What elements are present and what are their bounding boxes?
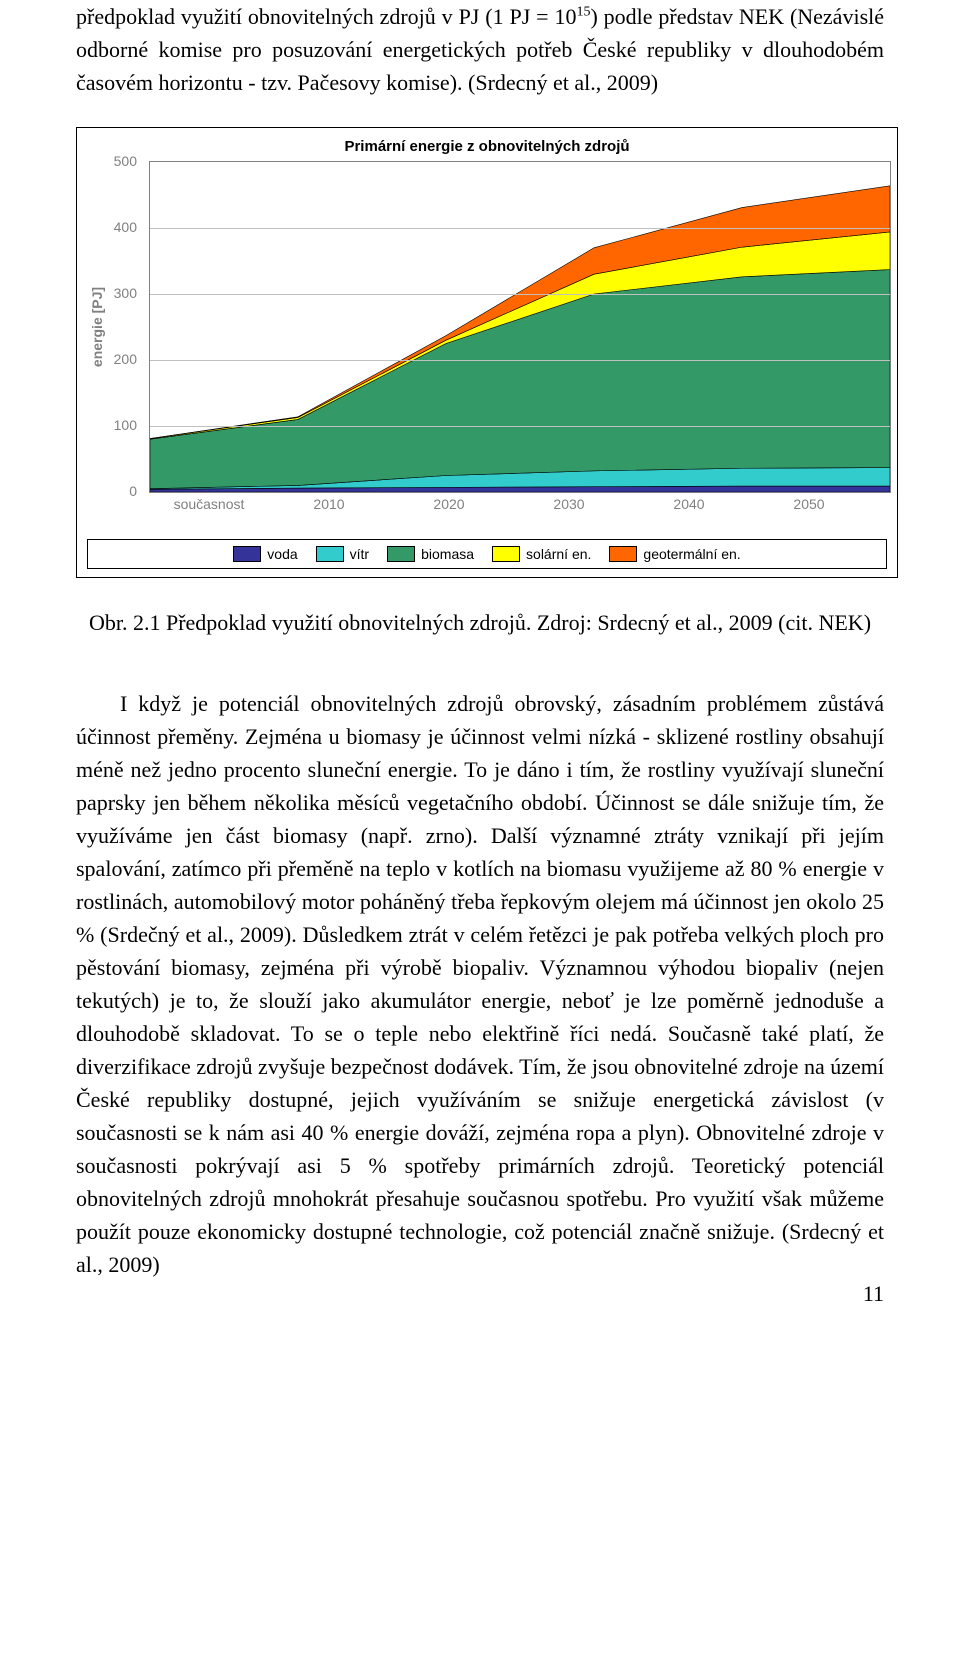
grid-line [150,360,890,361]
legend-swatch [609,546,637,562]
legend-item: voda [233,546,297,562]
xtick-label: 2050 [749,493,869,511]
ytick-label: 200 [114,352,143,366]
chart-yticks: 0100200300400500 [111,161,149,491]
legend-label: voda [267,546,297,562]
xtick-label: 2020 [389,493,509,511]
chart-svg [150,162,890,492]
ytick-label: 400 [114,220,143,234]
legend-label: vítr [350,546,369,562]
chart-legend: voda vítr biomasa solární en. geotermální en… [87,539,887,569]
body-paragraph: I když je potenciál obnovitelných zdrojů… [76,687,884,1281]
chart-title: Primární energie z obnovitelných zdrojů [83,138,891,155]
grid-line [150,426,890,427]
legend-label: geotermální en. [643,546,740,562]
xtick-label: současnost [149,493,269,511]
grid-line [150,294,890,295]
legend-label: biomasa [421,546,474,562]
grid-line [150,228,890,229]
intro-sup: 15 [576,5,590,20]
ytick-label: 300 [114,286,143,300]
page-footer: 11 [76,1281,884,1311]
legend-label: solární en. [526,546,591,562]
figure-caption: Obr. 2.1 Předpoklad využití obnovitelnýc… [76,606,884,639]
ytick-label: 100 [114,418,143,432]
page-number: 11 [863,1281,884,1307]
legend-item: geotermální en. [609,546,740,562]
chart-ylabel: energie [PJ] [89,287,105,367]
xtick-label: 2040 [629,493,749,511]
body-text: I když je potenciál obnovitelných zdrojů… [76,691,884,1277]
xtick-label: 2030 [509,493,629,511]
legend-swatch [316,546,344,562]
chart-plot-area [149,161,891,493]
legend-swatch [387,546,415,562]
xtick-label: 2010 [269,493,389,511]
intro-paragraph: předpoklad využití obnovitelných zdrojů … [76,0,884,99]
legend-item: biomasa [387,546,474,562]
legend-swatch [233,546,261,562]
ytick-label: 0 [129,484,143,498]
legend-swatch [492,546,520,562]
primary-energy-chart: Primární energie z obnovitelných zdrojů … [76,127,898,578]
legend-item: solární en. [492,546,591,562]
legend-item: vítr [316,546,369,562]
intro-text-a: předpoklad využití obnovitelných zdrojů … [76,4,576,29]
ytick-label: 500 [114,154,143,168]
chart-xticks: současnost20102020203020402050 [149,493,869,511]
